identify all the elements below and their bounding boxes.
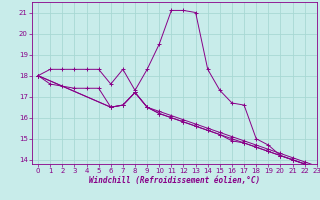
X-axis label: Windchill (Refroidissement éolien,°C): Windchill (Refroidissement éolien,°C) [89, 176, 260, 185]
